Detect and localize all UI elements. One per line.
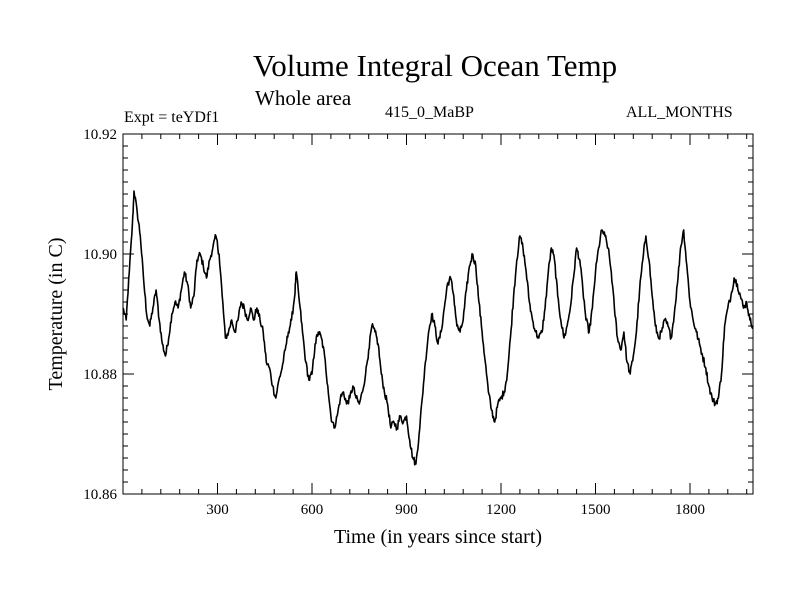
y-tick-label: 10.90 [83,247,117,263]
y-tick-label: 10.86 [83,487,117,503]
series-line [122,190,754,466]
months-label: ALL_MONTHS [626,104,733,121]
chart-subtitle: Whole area [255,86,352,110]
chart-title: Volume Integral Ocean Temp [252,48,618,83]
experiment-label: Expt = teYDf1 [124,109,220,126]
plot-frame [122,133,754,495]
x-tick-label: 300 [206,502,229,518]
axis-ticks [122,133,753,495]
x-tick-label: 1800 [675,502,705,518]
x-tick-label: 900 [395,502,418,518]
y-tick-label: 10.88 [83,367,117,383]
x-axis-label: Time (in years since start) [334,526,542,548]
x-tick-label: 1200 [486,502,516,518]
x-tick-label: 1500 [581,502,611,518]
y-axis-label: Temperature (in C) [45,238,67,391]
period-label: 415_0_MaBP [385,104,474,121]
axis-tick-labels: 300 600 900 1200 1500 1800 10.86 10.88 10.90 10.9… [83,127,705,518]
x-tick-label: 600 [301,502,324,518]
y-tick-label: 10.92 [83,127,117,143]
